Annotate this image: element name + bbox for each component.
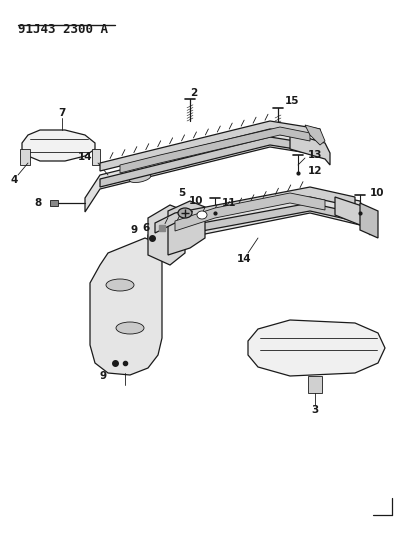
Ellipse shape [116,322,144,334]
Polygon shape [155,187,354,233]
Polygon shape [90,238,162,375]
Polygon shape [85,133,319,212]
Text: 2: 2 [190,88,197,98]
Polygon shape [148,191,364,257]
Text: 8: 8 [34,198,42,208]
Polygon shape [100,137,319,187]
Polygon shape [22,130,95,161]
Polygon shape [334,197,369,235]
Polygon shape [120,127,309,173]
Ellipse shape [106,279,134,291]
Text: 13: 13 [307,150,322,160]
Ellipse shape [214,142,235,151]
Polygon shape [155,203,354,246]
Polygon shape [307,376,321,393]
Polygon shape [148,205,185,265]
Text: 10: 10 [188,196,203,206]
Ellipse shape [196,211,207,219]
Text: 10: 10 [369,188,384,198]
Ellipse shape [129,173,150,182]
Polygon shape [304,125,324,145]
Text: 4: 4 [10,175,18,185]
Text: 6: 6 [143,223,149,233]
Text: 9: 9 [130,225,138,235]
Polygon shape [175,193,324,231]
Text: 3: 3 [311,405,318,415]
Text: 91J43 2300 A: 91J43 2300 A [18,23,108,36]
Polygon shape [247,320,384,376]
Text: 11: 11 [222,198,236,208]
Text: 12: 12 [307,166,322,176]
Polygon shape [92,149,100,165]
Text: 7: 7 [58,108,66,118]
Text: 15: 15 [284,96,299,106]
Text: 14: 14 [77,152,92,162]
Polygon shape [100,121,319,171]
Polygon shape [20,149,30,165]
Polygon shape [289,133,329,165]
Polygon shape [50,200,58,206]
Polygon shape [168,201,205,255]
Ellipse shape [174,157,195,166]
Text: 9: 9 [99,371,106,381]
Ellipse shape [177,208,192,218]
Text: 5: 5 [178,188,185,198]
Polygon shape [359,203,377,238]
Text: 14: 14 [236,254,251,264]
